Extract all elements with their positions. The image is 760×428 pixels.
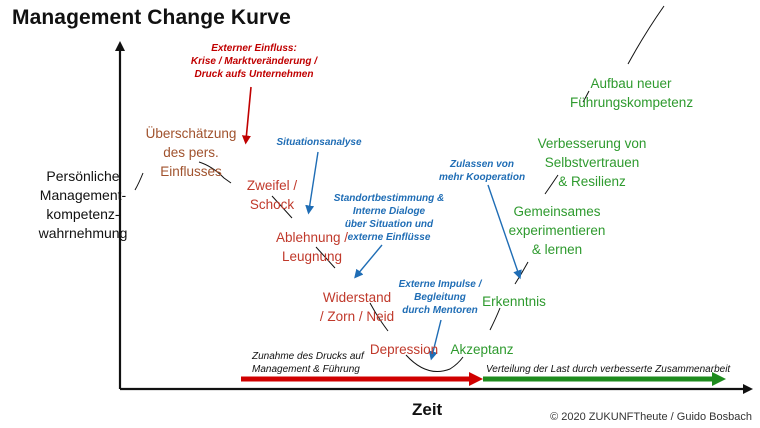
copyright-notice: © 2020 ZUKUNFTheute / Guido Bosbach bbox=[550, 411, 752, 423]
stage-line: Schock bbox=[249, 197, 295, 212]
stage-line: Verbesserung von bbox=[537, 136, 647, 151]
stage-ueberschaetzung: Überschätzung des pers. Einflusses bbox=[141, 124, 241, 181]
note-line: Druck aufs Unternehmen bbox=[194, 69, 314, 80]
stage-widerstand: Widerstand / Zorn / Neid bbox=[311, 288, 403, 326]
note-line: Standortbestimmung & bbox=[333, 193, 445, 204]
x-axis-label: Zeit bbox=[412, 400, 443, 419]
note-line: durch Mentoren bbox=[402, 305, 478, 316]
stage-line: Ablehnung / bbox=[275, 230, 349, 245]
stage-line: Einflusses bbox=[160, 164, 222, 179]
note-line: Zulassen von bbox=[450, 159, 514, 170]
stage-depression: Depression bbox=[369, 342, 439, 357]
note-line: mehr Kooperation bbox=[438, 172, 526, 183]
stage-line: Führungskompetenz bbox=[570, 95, 694, 110]
stage-line: & lernen bbox=[531, 242, 583, 257]
note-externer-einfluss: Externer Einfluss: Krise / Marktveränder… bbox=[186, 42, 322, 81]
note-line: externe Einflüsse bbox=[347, 232, 431, 243]
note-line: Externe Impulse / bbox=[398, 279, 482, 290]
stage-line: & Resilienz bbox=[558, 174, 626, 189]
stage-line: / Zorn / Neid bbox=[319, 309, 395, 324]
externe-impulse-arrow bbox=[428, 319, 442, 361]
stage-akzeptanz: Akzeptanz bbox=[450, 342, 514, 357]
note-externe-impulse: Externe Impulse / Begleitung durch Mento… bbox=[392, 278, 488, 317]
note-druck: Zunahme des Drucks auf Management & Führ… bbox=[252, 350, 364, 376]
stage-verbesserung: Verbesserung von Selbstvertrauen & Resil… bbox=[536, 134, 648, 191]
stage-gemeinsames: Gemeinsames experimentieren & lernen bbox=[503, 202, 611, 259]
stage-line: Leugnung bbox=[281, 249, 343, 264]
stage-ablehnung: Ablehnung / Leugnung bbox=[271, 228, 353, 266]
zulassen-arrow bbox=[487, 184, 522, 280]
change-curve bbox=[134, 5, 665, 372]
stage-line: Gemeinsames bbox=[513, 204, 601, 219]
note-line: Begleitung bbox=[414, 292, 466, 303]
note-line: Interne Dialoge bbox=[352, 206, 426, 217]
external-influence-arrow bbox=[241, 86, 252, 145]
stage-aufbau: Aufbau neuer Führungskompetenz bbox=[570, 74, 694, 112]
stage-line: Widerstand bbox=[322, 290, 392, 305]
note-zulassen: Zulassen von mehr Kooperation bbox=[436, 158, 528, 184]
note-standortbestimmung: Standortbestimmung & Interne Dialoge übe… bbox=[326, 192, 452, 244]
note-situationsanalyse: Situationsanalyse bbox=[276, 137, 362, 148]
page-title: Management Change Kurve bbox=[12, 6, 291, 29]
stage-line: des pers. bbox=[163, 145, 219, 160]
stage-line: Zweifel / bbox=[246, 178, 298, 193]
situationsanalyse-arrow bbox=[305, 151, 319, 215]
note-line: Management & Führung bbox=[252, 364, 360, 375]
note-line: Krise / Marktveränderung / bbox=[190, 56, 318, 67]
y-axis-label: Persönliche Management-kompetenz-wahrneh… bbox=[38, 168, 128, 241]
stage-line: Selbstvertrauen bbox=[544, 155, 640, 170]
note-line: Zunahme des Drucks auf bbox=[252, 351, 364, 362]
standortbestimmung-arrow bbox=[354, 244, 383, 279]
stage-line: Überschätzung bbox=[145, 126, 237, 141]
note-line: Externer Einfluss: bbox=[211, 43, 297, 54]
stage-zweifel: Zweifel / Schock bbox=[239, 176, 305, 214]
stage-line: Aufbau neuer bbox=[590, 76, 672, 91]
note-line: über Situation und bbox=[344, 219, 434, 230]
note-verteilung: Verteilung der Last durch verbesserte Zu… bbox=[486, 364, 731, 375]
stage-erkenntnis: Erkenntnis bbox=[482, 294, 546, 309]
stage-line: experimentieren bbox=[508, 223, 606, 238]
